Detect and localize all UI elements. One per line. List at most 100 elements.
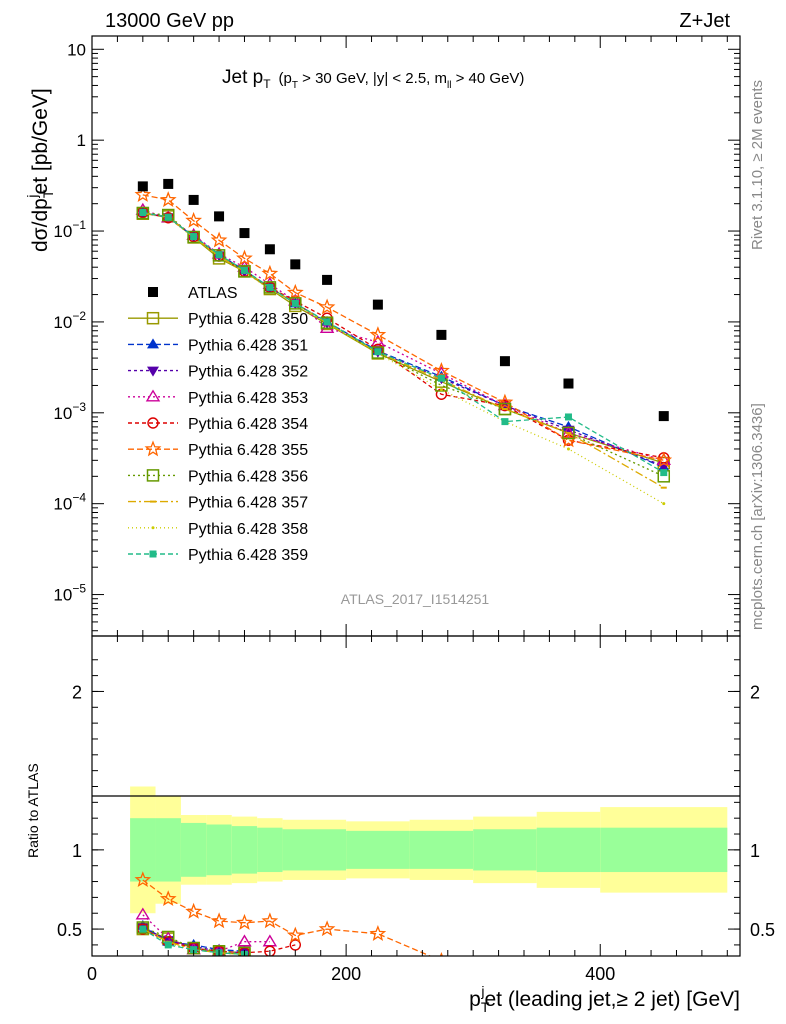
series-point [501,418,509,426]
series-point [136,206,150,220]
ratio-point [286,926,304,943]
ratio-panel-series [134,871,443,956]
legend-label: Pythia 6.428 359 [188,547,308,564]
band-inner-segment [180,822,207,877]
series-point [286,283,304,300]
band-inner-segment [536,827,601,873]
series-point [190,233,198,241]
series-point [566,447,570,451]
x-axis-title: pTjet (leading jet,≥ 2 jet) [GeV] [469,983,740,1015]
ratio-point [212,944,226,956]
series-point [263,281,277,294]
legend-marker [146,311,160,325]
ratio-point [264,945,276,956]
atlas-data-point [239,228,250,239]
series-point [164,213,172,221]
series-point [236,249,253,266]
series-point [240,266,248,274]
ratio-point [262,934,278,947]
ratio-line [142,879,432,956]
legend-label: Pythia 6.428 355 [188,442,308,459]
series-point [261,264,279,281]
ratio-uncertainty-bands [130,786,728,914]
series-point [323,318,331,326]
series-point [562,426,575,440]
ratio-point [237,934,252,947]
y-axis-title-main: dσ/dpTjet [pb/GeV] [24,88,56,252]
ratio-panel-frame [91,635,741,957]
legend-marker-atlas [148,287,158,297]
series-point [660,469,668,477]
y-tick-label: 10−1 [53,218,86,241]
legend-marker [146,469,160,482]
series-point [320,316,334,329]
series-point [187,230,200,244]
legend-marker [149,550,157,558]
ratio-point [139,925,147,933]
series-point [370,334,386,347]
band-inner-segment [130,818,156,882]
legend-marker [145,389,161,402]
series-point [433,362,450,378]
series-line [142,194,664,461]
band-inner-segment [231,826,258,874]
ratio-point [318,920,336,937]
y-tick-label: 10−4 [53,491,86,514]
atlas-data-point [290,259,301,270]
band-inner-segment [346,830,410,869]
series-point [266,283,274,291]
legend-label: Pythia 6.428 354 [188,416,308,433]
legend-label: Pythia 6.428 352 [188,364,308,381]
band-inner-segment [206,824,232,876]
mcplots-label: mcplots.cern.ch [arXiv:1306.3436] [749,403,766,630]
series-point [662,502,666,506]
ratio-tick-label-right: 1 [750,841,760,861]
series-point [238,265,251,278]
series-point [564,413,572,421]
ratio-point [159,890,177,907]
ratio-point [134,871,152,888]
analysis-id: ATLAS_2017_I1514251 [341,591,490,607]
legend: ATLAS Pythia 6.428 350 Pythia 6.428 351 Pyt… [128,285,308,564]
series-point [374,348,382,356]
legend-label: Pythia 6.428 357 [188,495,308,512]
atlas-data-point [214,211,225,222]
legend-label: Pythia 6.428 350 [188,311,308,328]
header-left: 13000 GeV pp [105,10,234,32]
ratio-point [136,921,150,934]
series-point [655,451,673,468]
ratio-point [289,939,301,951]
ratio-tick-label-right: 0.5 [750,920,775,940]
y-tick-label: 10−5 [53,582,86,605]
series-point [369,326,387,343]
ratio-point [236,913,253,930]
ratio-line [142,928,245,956]
series-point [289,297,302,310]
series-point [210,231,228,248]
atlas-data-point [499,356,510,367]
atlas-data-point [372,299,383,310]
y-axis-title-ratio: Ratio to ATLAS [25,763,41,858]
series-point [371,346,385,359]
legend-label: Pythia 6.428 356 [188,468,308,485]
legend-label: ATLAS [188,285,238,302]
y-tick-label: 10−3 [53,400,86,423]
ratio-point [238,946,251,956]
axis-ticks: 10 1 10−1 10−2 10−3 10−4 10−5 2 2 1 1 0.5 0.5 0 200 400 [53,36,775,984]
plot-title: Jet pT (pT > 30 GeV, |y| < 2.5, mll > 40 … [222,67,524,91]
series-point [134,186,152,202]
series-point [215,251,223,259]
band-inner-segment [600,827,728,873]
legend-label: Pythia 6.428 351 [188,337,308,354]
series-point [159,191,177,208]
band-inner-segment [308,829,347,871]
atlas-data-point [163,178,174,189]
series-point [562,425,575,436]
rivet-label: Rivet 3.1.10, ≥ 2M events [749,80,766,250]
series-point [496,393,514,410]
legend-label: Pythia 6.428 358 [188,521,308,538]
series-point [439,388,443,392]
atlas-data-points [137,178,669,422]
series-point [291,299,299,307]
band-inner-segment [409,830,474,869]
